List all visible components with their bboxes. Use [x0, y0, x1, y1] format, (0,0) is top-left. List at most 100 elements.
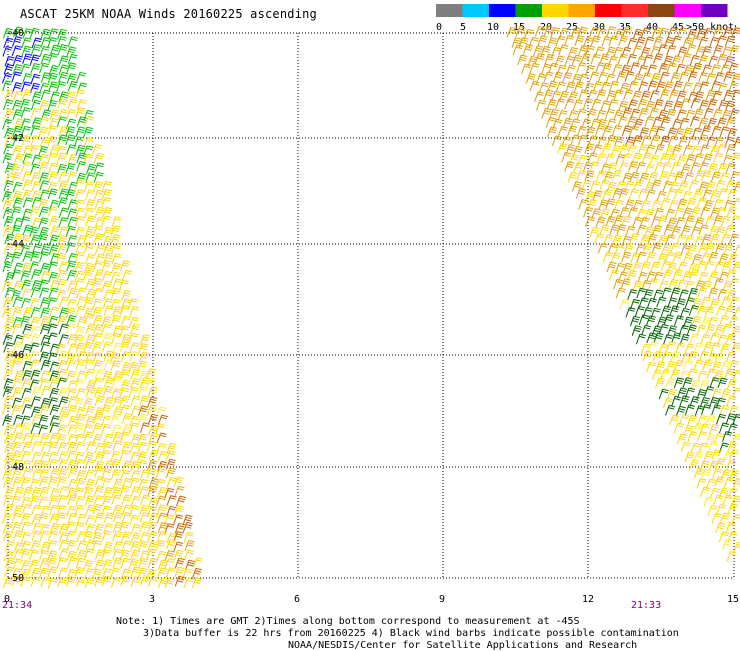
wind-barb — [654, 54, 664, 64]
wind-barb — [95, 513, 105, 523]
wind-barb — [167, 496, 177, 506]
wind-barb — [112, 495, 122, 505]
wind-barb — [13, 110, 23, 120]
wind-barb — [31, 298, 41, 308]
wind-barb — [675, 208, 685, 218]
wind-barb — [183, 522, 193, 532]
wind-barb — [535, 27, 545, 37]
wind-barb — [57, 558, 67, 568]
wind-barb — [728, 504, 738, 514]
wind-barb — [714, 27, 724, 37]
wind-barb — [41, 387, 51, 397]
wind-barb — [5, 109, 15, 119]
wind-barb — [687, 45, 697, 55]
wind-barb — [131, 370, 141, 380]
wind-barb — [642, 73, 652, 83]
wind-barb — [31, 173, 41, 183]
wind-barb — [637, 225, 647, 235]
lat-label: -46 — [6, 350, 24, 361]
wind-barb — [192, 568, 202, 578]
wind-barb — [67, 145, 77, 155]
wind-barb — [566, 82, 576, 92]
wind-barb — [551, 28, 561, 38]
wind-barb — [584, 99, 594, 109]
wind-barb — [595, 234, 605, 244]
wind-barb — [75, 522, 85, 532]
wind-barb — [649, 172, 659, 182]
wind-barb — [725, 36, 735, 46]
wind-barb — [715, 73, 725, 83]
wind-barb — [67, 451, 77, 461]
wind-barb — [120, 396, 130, 406]
wind-barb — [695, 218, 705, 228]
wind-barb — [628, 290, 638, 300]
wind-barb — [723, 27, 733, 37]
wind-barb — [727, 379, 737, 389]
wind-barb — [717, 414, 727, 424]
wind-barb — [12, 46, 21, 56]
wind-barb — [699, 37, 709, 47]
wind-barb — [12, 405, 22, 415]
wind-barb — [593, 191, 603, 201]
wind-barb — [715, 244, 725, 254]
wind-barb — [677, 91, 687, 101]
wind-barb — [661, 306, 671, 316]
wind-barb — [75, 190, 85, 200]
wind-barb — [614, 200, 624, 210]
wind-barb — [75, 90, 85, 100]
wind-barb — [166, 468, 176, 478]
wind-barb — [537, 100, 547, 110]
wind-barb — [48, 477, 58, 487]
wind-barb — [122, 513, 132, 523]
wind-barb — [138, 460, 148, 470]
wind-barb — [86, 515, 96, 525]
wind-barb — [513, 45, 523, 55]
wind-barb — [39, 497, 49, 507]
wind-barb — [730, 450, 740, 460]
wind-barb — [12, 361, 22, 371]
wind-barb — [13, 307, 23, 317]
wind-barb — [41, 360, 51, 370]
wind-barb — [23, 361, 33, 371]
wind-barb — [59, 568, 69, 578]
wind-barb — [165, 578, 175, 588]
wind-barb — [663, 335, 673, 345]
wind-barb — [727, 552, 737, 562]
wind-barb — [84, 298, 94, 308]
wind-barb — [655, 144, 665, 154]
wind-barb — [13, 559, 23, 569]
wind-barb — [58, 198, 68, 208]
wind-barb — [85, 496, 95, 506]
wind-barb — [48, 567, 58, 577]
wind-barb — [667, 63, 677, 73]
wind-barb — [717, 144, 727, 154]
wind-barb — [522, 64, 532, 74]
wind-barb — [666, 342, 676, 352]
wind-barb — [5, 558, 15, 568]
wind-barb — [735, 245, 740, 255]
wind-barb — [702, 126, 712, 136]
wind-barb — [23, 198, 33, 208]
wind-barb — [577, 109, 587, 119]
wind-barb — [660, 90, 670, 100]
wind-barb — [185, 550, 195, 560]
wind-barb — [48, 189, 58, 199]
wind-barb — [22, 451, 32, 461]
wind-barb — [630, 234, 640, 244]
wind-barb — [59, 335, 69, 345]
wind-barb — [59, 172, 68, 182]
wind-barb — [76, 389, 86, 399]
wind-barb — [138, 442, 148, 452]
wind-barb — [41, 506, 51, 516]
wind-barb — [120, 405, 130, 415]
wind-barb — [93, 315, 103, 325]
wind-barb — [59, 297, 69, 307]
wind-barb — [68, 81, 78, 91]
wind-barb — [659, 28, 669, 38]
wind-barb — [165, 524, 175, 534]
lat-label: -48 — [6, 462, 24, 473]
wind-barb — [689, 288, 699, 298]
wind-barb — [111, 226, 121, 236]
wind-barb — [23, 29, 33, 39]
